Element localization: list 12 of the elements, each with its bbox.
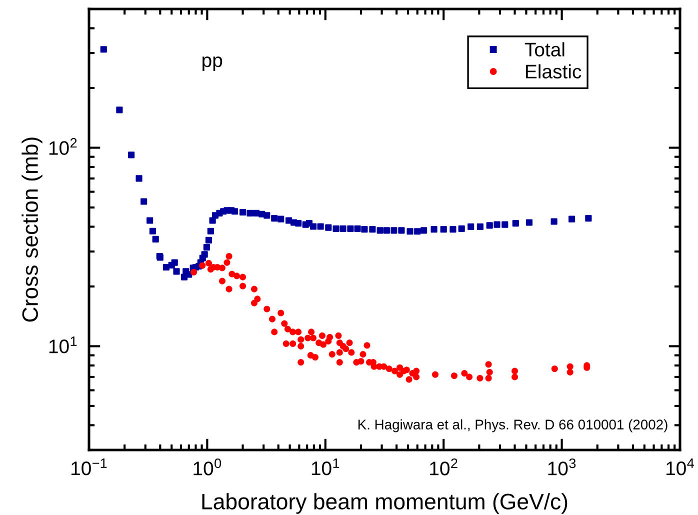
x-axis-title: Laboratory beam momentum (GeV/c) <box>202 493 568 514</box>
y-axis-title: Cross section (mb) <box>22 138 42 322</box>
annotation: pp <box>202 56 222 71</box>
x-tick-label: 10$^{2}$ <box>430 458 458 476</box>
x-tick-label: 10$^{−1}$ <box>72 458 107 476</box>
legend-label: Elastic <box>526 64 582 78</box>
x-tick-label: 10$^{0}$ <box>194 458 222 476</box>
legend-label: Total <box>524 42 564 56</box>
x-tick-label: 10$^{1}$ <box>312 458 340 476</box>
x-tick-label: 10$^{3}$ <box>548 458 576 476</box>
x-tick-label: 10$^{4}$ <box>666 458 694 476</box>
annotation: K. Hagiwara et al., Phys. Rev. D 66 010001 (2002) <box>358 419 668 432</box>
